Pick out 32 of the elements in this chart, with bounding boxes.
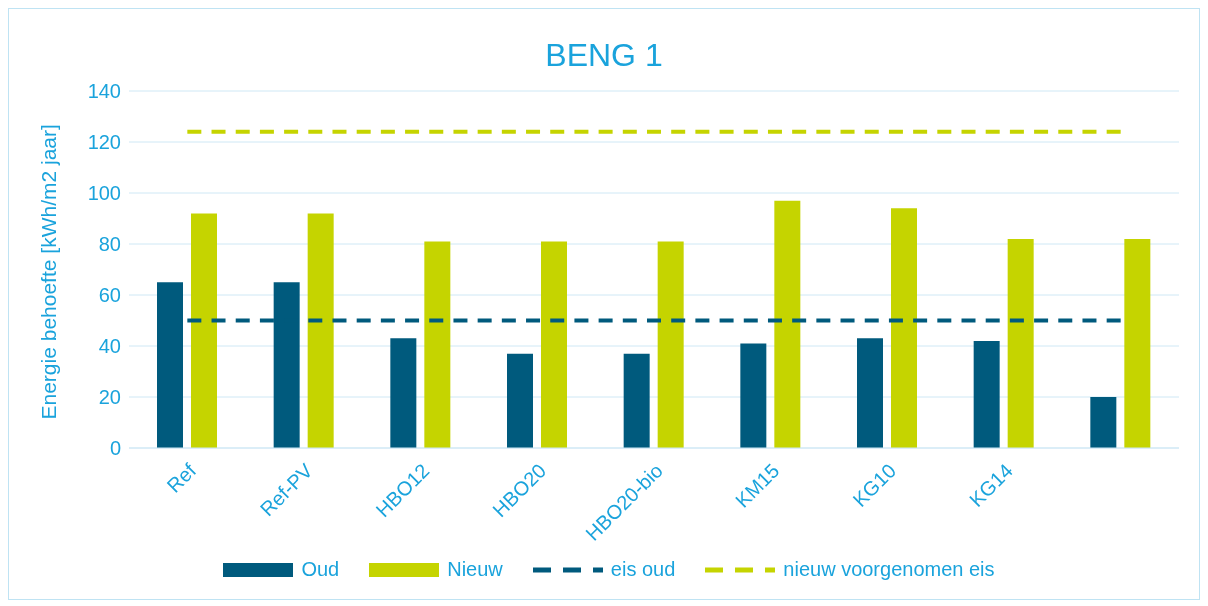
bar <box>191 213 217 448</box>
y-tick-label: 40 <box>98 335 121 358</box>
y-tick-label: 0 <box>109 437 121 460</box>
bar <box>973 340 1000 448</box>
y-tick-label: 120 <box>87 131 121 154</box>
bar <box>657 241 684 448</box>
bar <box>1007 238 1034 448</box>
y-tick-label: 20 <box>98 386 121 409</box>
y-tick-label: 60 <box>98 284 121 307</box>
y-tick-label: 100 <box>87 182 121 205</box>
bar <box>541 241 567 448</box>
bar <box>891 208 917 448</box>
legend-label: nieuw voorgenomen eis <box>783 558 995 581</box>
bar <box>157 282 183 448</box>
bar <box>740 343 767 448</box>
bar <box>507 353 533 448</box>
bar <box>424 241 451 448</box>
legend-label: Oud <box>301 558 340 581</box>
bar <box>390 338 417 448</box>
legend-label: Nieuw <box>447 558 503 581</box>
bar <box>307 213 334 448</box>
y-tick-label: 140 <box>87 80 121 103</box>
legend-label: eis oud <box>610 558 676 581</box>
bar <box>1124 238 1151 448</box>
y-axis-title: Energie behoefte [kWh/m2 jaar] <box>37 124 61 420</box>
x-tick-label: Ref <box>162 459 201 497</box>
chart-title: BENG 1 <box>544 37 664 75</box>
y-tick-label: 80 <box>98 233 121 256</box>
bar <box>623 353 650 448</box>
bar <box>1090 397 1117 448</box>
bar <box>857 338 883 448</box>
bar <box>774 200 801 448</box>
